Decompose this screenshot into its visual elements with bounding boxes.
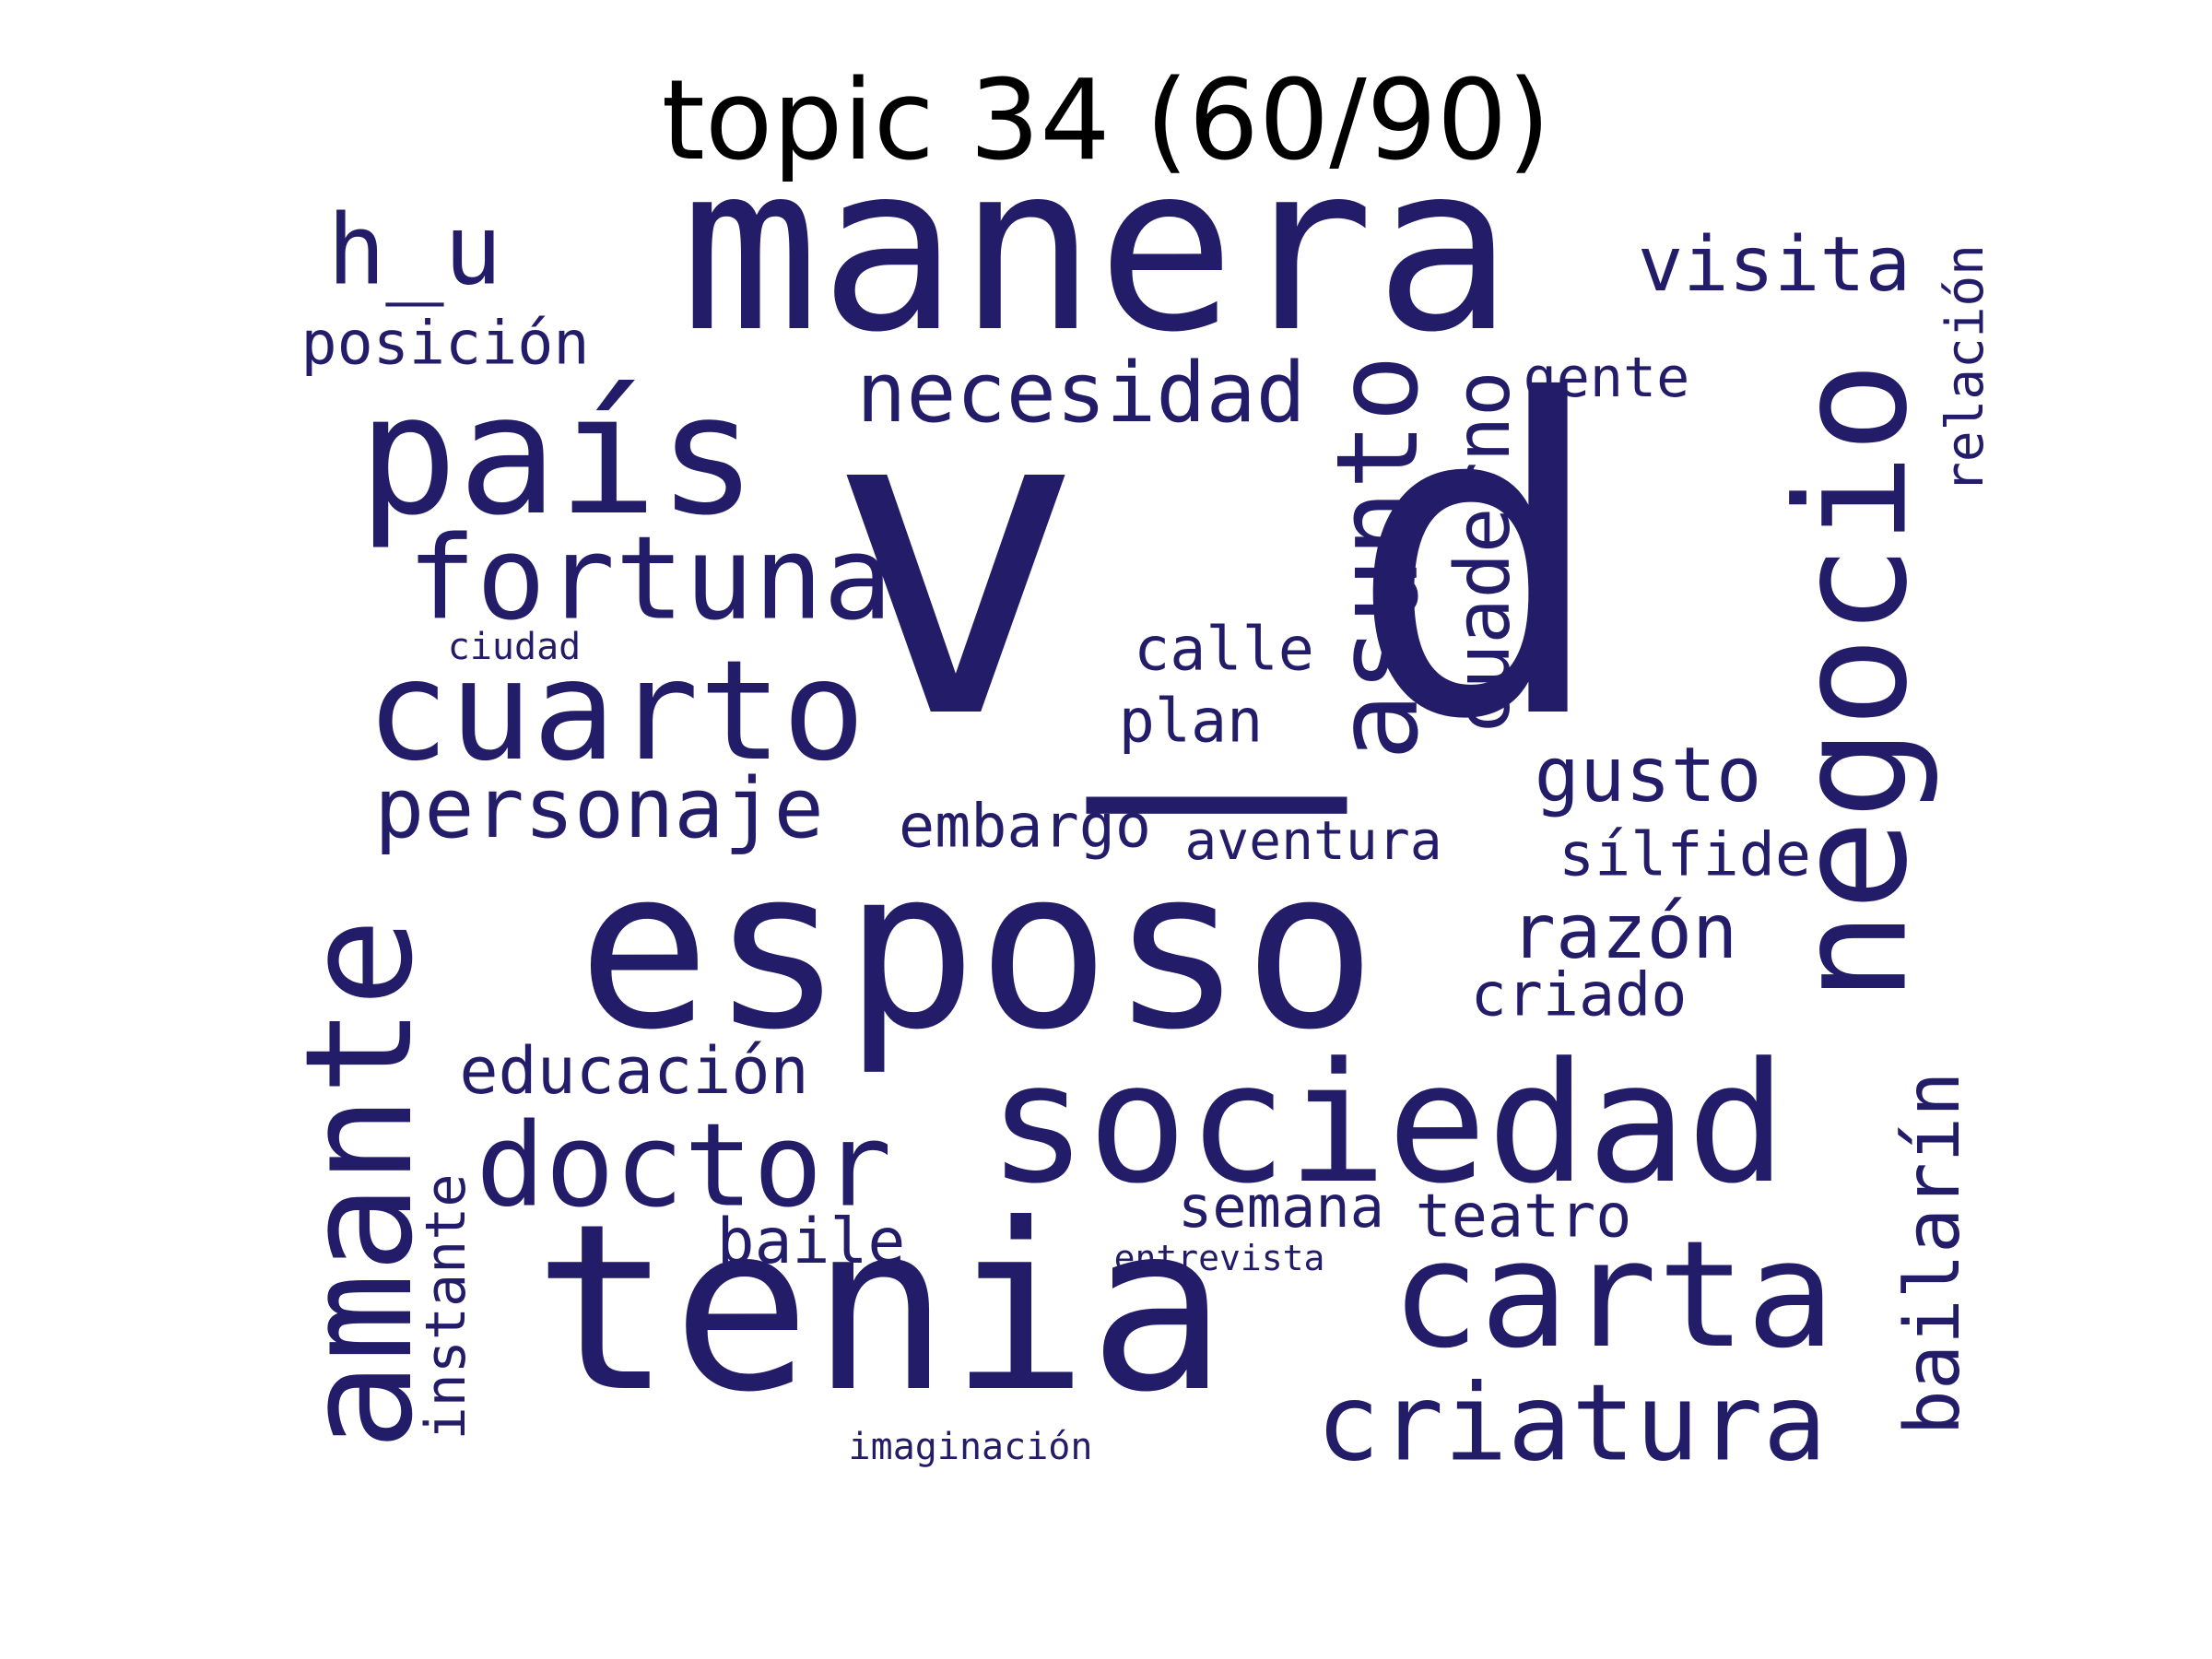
word-embargo: embargo	[899, 792, 1151, 862]
word-razon: razón	[1510, 888, 1738, 976]
word-amante: amante	[273, 918, 445, 1451]
word-esposo: esposo	[577, 820, 1377, 1078]
word-doctor: doctor	[476, 1099, 892, 1233]
word-tenia: tenia	[533, 1174, 1228, 1442]
word-aventura: aventura	[1184, 809, 1442, 872]
word-sociedad: sociedad	[987, 1028, 1787, 1220]
word-semana: semana	[1178, 1173, 1384, 1241]
word-posicion: posición	[300, 309, 590, 379]
word-baile: baile	[716, 1206, 906, 1278]
word-gusto: gusto	[1534, 732, 1762, 819]
word-criatura: criatura	[1316, 1361, 1827, 1486]
word-instante: instante	[414, 1173, 478, 1441]
word-calle: calle	[1134, 615, 1314, 685]
word-relacion: relación	[1936, 244, 1995, 493]
word-v-d: v_d	[825, 310, 1608, 814]
word-cuarto: cuarto	[366, 631, 865, 792]
word-educacion: educación	[459, 1033, 809, 1109]
word-gente: gente	[1523, 346, 1690, 410]
word-carta: carta	[1391, 1208, 1835, 1381]
word-cuaderno: cuaderno	[1440, 371, 1527, 735]
word-bailarin: bailarín	[1889, 1071, 1977, 1436]
word-entrevista: entrevista	[1113, 1238, 1325, 1278]
word-h-u: h_u	[327, 194, 502, 307]
word-teatro: teatro	[1415, 1182, 1632, 1252]
word-silfide: sílfide	[1559, 820, 1811, 890]
word-plan: plan	[1118, 687, 1264, 757]
word-necesidad: necesidad	[856, 345, 1306, 441]
word-pais: país	[358, 359, 758, 552]
word-manera: manera	[680, 114, 1513, 382]
word-personaje: personaje	[374, 760, 824, 857]
word-imaginacion: imaginación	[848, 1426, 1093, 1468]
word-cloud-title: topic 34 (60/90)	[661, 57, 1551, 185]
word-fortuna: fortuna	[406, 512, 893, 646]
word-asunto: asunto	[1312, 354, 1443, 761]
word-criado: criado	[1470, 960, 1688, 1030]
word-ciudad: ciudad	[447, 626, 582, 668]
word-visita: visita	[1637, 221, 1912, 309]
word-negocio: negocio	[1763, 361, 1941, 1003]
